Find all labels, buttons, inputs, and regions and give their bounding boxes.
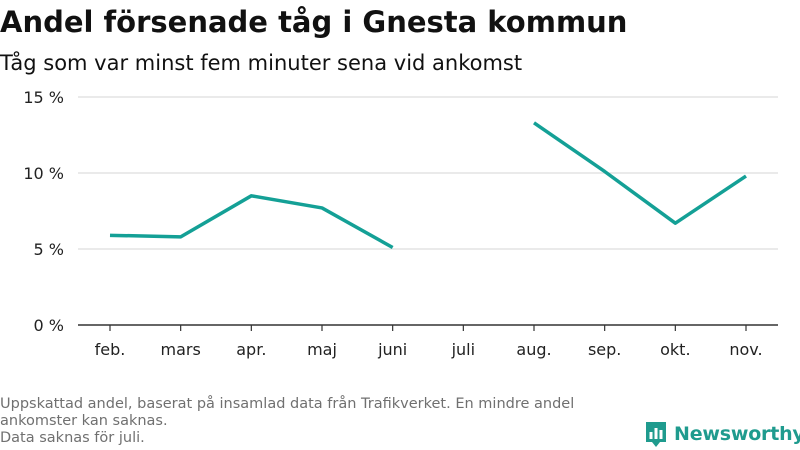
x-tick-label: juli [451, 340, 475, 359]
y-tick-label: 15 % [23, 88, 64, 107]
y-tick-label: 0 % [34, 316, 64, 335]
chart-title: Andel försenade tåg i Gnesta kommun [0, 5, 628, 39]
x-tick-label: sep. [588, 340, 621, 359]
gridlines [78, 96, 778, 250]
x-tick-label: maj [307, 340, 337, 359]
series-lines [109, 121, 747, 250]
line-chart: 0 % 5 % 10 % 15 % feb. mars apr. maj juni juli au… [23, 88, 778, 359]
series-line-segment [533, 121, 747, 225]
x-tick-label: nov. [729, 340, 762, 359]
chart-subtitle: Tåg som var minst fem minuter sena vid a… [0, 51, 523, 75]
footnote-line-3: Data saknas för juli. [0, 430, 145, 446]
x-tick-label: feb. [95, 340, 126, 359]
footnote: Uppskattad andel, baserat på insamlad da… [0, 396, 640, 447]
x-tick-label: apr. [236, 340, 266, 359]
newsworthy-logo: Newsworthy [644, 420, 800, 448]
x-tick-label: juni [377, 340, 407, 359]
newsworthy-logo-icon [646, 422, 666, 447]
series-line-segment [109, 194, 394, 250]
y-axis-ticks: 0 % 5 % 10 % 15 % [23, 88, 64, 335]
x-tick-label: aug. [516, 340, 551, 359]
x-axis: feb. mars apr. maj juni juli aug. sep. okt. nov. [78, 324, 778, 359]
logo-text: Newsworthy [674, 423, 800, 445]
y-tick-label: 5 % [34, 240, 64, 259]
footnote-line-2: ankomster kan saknas. [0, 413, 168, 429]
x-tick-label: mars [161, 340, 201, 359]
x-tick-label: okt. [660, 340, 690, 359]
footnote-line-1: Uppskattad andel, baserat på insamlad da… [0, 396, 575, 412]
y-tick-label: 10 % [23, 164, 64, 183]
